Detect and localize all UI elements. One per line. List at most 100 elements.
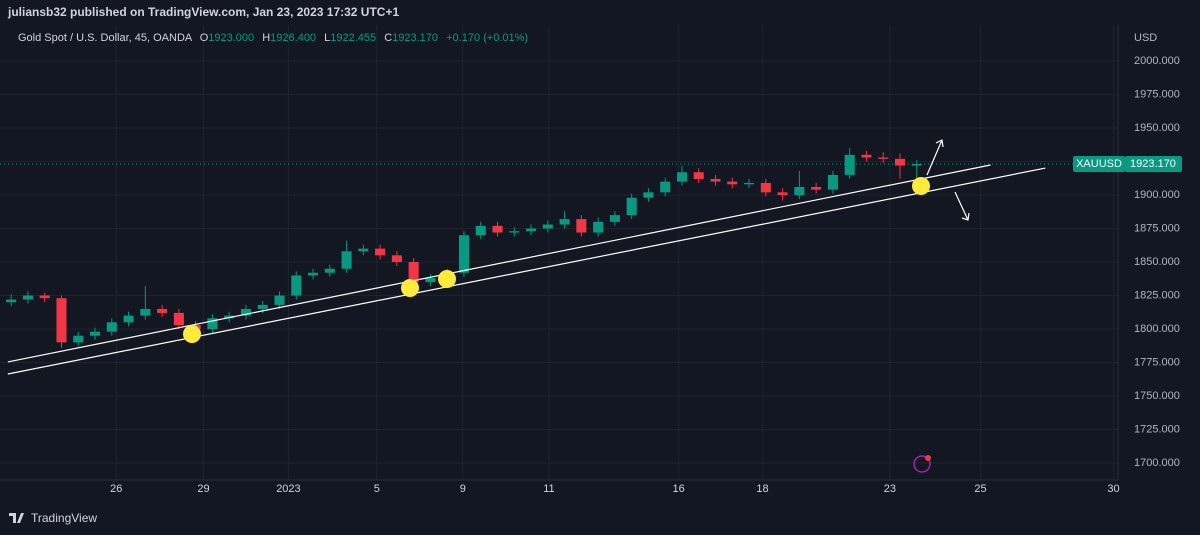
candle-body — [123, 315, 134, 323]
candle-body — [425, 278, 436, 283]
y-tick-label: 1975.000 — [1134, 88, 1180, 100]
candle-body — [391, 255, 402, 263]
candle-body — [475, 225, 486, 236]
y-tick-label: 1775.000 — [1134, 356, 1180, 368]
price-tag — [1125, 155, 1182, 172]
arrow-down — [954, 191, 970, 221]
candle-body — [274, 295, 285, 305]
x-tick-label: 5 — [374, 483, 380, 495]
x-tick-label: 9 — [460, 483, 466, 495]
y-unit: USD — [1134, 32, 1157, 44]
candle-body — [593, 221, 604, 233]
candle-body — [576, 219, 587, 233]
candle-body — [609, 215, 620, 222]
candle-body — [827, 174, 838, 190]
candle-body — [89, 331, 101, 336]
y-tick-label: 2000.000 — [1134, 55, 1180, 67]
candle-body — [207, 318, 218, 330]
touch-point — [401, 279, 419, 297]
candle-body — [878, 157, 889, 159]
candle-body — [22, 295, 33, 300]
x-tick-label: 25 — [974, 483, 986, 495]
icon-dot[interactable] — [925, 455, 931, 461]
candle-body — [39, 295, 50, 299]
candle-body — [559, 219, 570, 225]
candle-body — [106, 322, 117, 332]
candle-body — [324, 268, 335, 273]
y-tick-label: 1850.000 — [1134, 256, 1180, 268]
candle-body — [358, 248, 369, 252]
y-tick-label: 1700.000 — [1134, 457, 1180, 469]
y-tick-label: 1725.000 — [1134, 423, 1180, 435]
legend-change: +0.170 (+0.01%) — [446, 32, 528, 44]
y-tick-label: 1900.000 — [1134, 189, 1180, 201]
candle-body — [844, 154, 855, 175]
publisher: juliansb32 published on TradingView.com,… — [7, 5, 399, 19]
candle-body — [693, 172, 704, 179]
candle-body — [676, 172, 688, 182]
y-tick-label: 1875.000 — [1134, 222, 1180, 234]
y-tick-label: 1825.000 — [1134, 289, 1180, 301]
candle-body — [710, 178, 721, 182]
x-tick-label: 16 — [673, 483, 685, 495]
touch-point — [438, 270, 456, 288]
last-price-label: 1923.170 — [1130, 158, 1176, 170]
candle-body — [257, 304, 268, 309]
candle-body — [794, 186, 805, 196]
signal-icon[interactable] — [913, 455, 931, 473]
brand-logo: TradingView — [9, 511, 97, 525]
legend-title: Gold Spot / U.S. Dollar, 45, OANDA — [18, 32, 193, 44]
trend-line — [7, 167, 1046, 375]
legend-c: 1923.170 — [392, 32, 438, 44]
candle-body — [861, 154, 872, 158]
icon-ring[interactable] — [913, 455, 931, 473]
legend-o: 1923.000 — [208, 32, 254, 44]
legend-h-label: H — [262, 32, 270, 44]
candle-body — [73, 335, 84, 343]
symbol-tag — [1073, 155, 1125, 172]
x-tick-label: 26 — [110, 483, 122, 495]
candle-body — [492, 225, 503, 233]
brand: TradingView — [31, 511, 97, 525]
candle-body — [140, 308, 151, 316]
candle-body — [911, 163, 922, 166]
y-tick-label: 1950.000 — [1134, 122, 1180, 134]
markers — [183, 177, 930, 343]
candle-body — [341, 251, 352, 269]
candle-body — [408, 262, 419, 283]
candle-body — [173, 312, 184, 325]
candle-body — [660, 181, 671, 193]
candle-body — [744, 182, 755, 185]
y-tick-label: 1800.000 — [1134, 323, 1180, 335]
arrow-up — [926, 139, 944, 176]
arrows — [926, 139, 970, 221]
x-tick-label: 30 — [1107, 483, 1119, 495]
legend-h: 1926.400 — [270, 32, 316, 44]
touch-point — [183, 325, 201, 343]
legend: Gold Spot / U.S. Dollar, 45, OANDA O1923… — [18, 32, 528, 44]
candle-body — [727, 181, 738, 185]
candle-body — [509, 231, 520, 233]
candle-body — [894, 158, 906, 166]
legend-l: 1922.455 — [330, 32, 376, 44]
candle-body — [291, 275, 302, 296]
candle-body — [643, 192, 654, 198]
x-tick-label: 2023 — [276, 483, 300, 495]
candle-body — [542, 224, 553, 229]
candle-body — [375, 248, 386, 256]
candle-body — [626, 197, 637, 216]
candle-body — [240, 308, 251, 316]
candle-body — [56, 298, 67, 343]
legend-o-label: O — [200, 32, 209, 44]
logo-mark — [9, 513, 24, 523]
candle-body — [224, 315, 235, 319]
legend-c-label: C — [384, 32, 392, 44]
x-tick-label: 29 — [197, 483, 209, 495]
candle-body — [811, 186, 822, 190]
candle-body — [6, 299, 17, 303]
symbol-label: XAUUSD — [1076, 158, 1122, 170]
x-tick-label: 11 — [543, 483, 554, 495]
touch-point — [912, 177, 930, 195]
